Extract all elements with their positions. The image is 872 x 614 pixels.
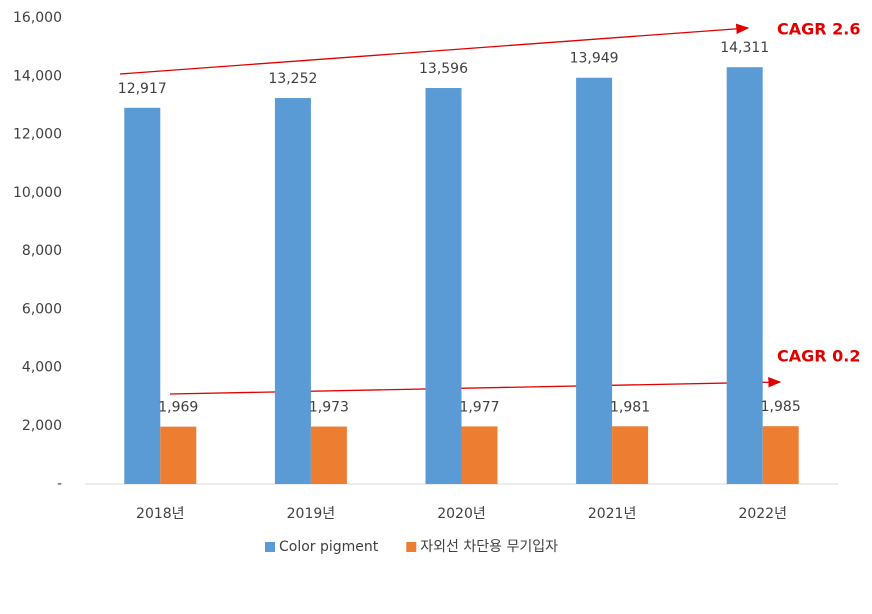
- bar: [425, 88, 462, 484]
- legend-label: 자외선 차단용 무기입자: [420, 539, 558, 555]
- bar: [274, 98, 311, 485]
- x-tick-label: 2019년: [287, 506, 336, 522]
- y-tick-label: 12,000: [13, 127, 62, 143]
- trend-arrow: [119, 23, 750, 75]
- data-label: 1,973: [309, 400, 349, 416]
- legend-swatch: [265, 542, 275, 552]
- data-label: 12,917: [118, 81, 167, 97]
- annotation: CAGR 0.2: [777, 347, 861, 366]
- x-tick-label: 2021년: [588, 506, 637, 522]
- data-label: 1,985: [761, 399, 801, 415]
- data-label: 13,596: [419, 61, 468, 77]
- x-tick-label: 2020년: [437, 506, 486, 522]
- data-label: 1,977: [459, 399, 499, 415]
- annotation: CAGR 2.6: [777, 20, 861, 39]
- trend-arrow: [169, 377, 782, 395]
- data-label: 1,981: [610, 399, 650, 415]
- y-tick-label: 10,000: [13, 185, 62, 201]
- data-label: 13,252: [268, 71, 317, 87]
- y-tick-label: 16,000: [13, 10, 62, 26]
- bar: [762, 426, 799, 484]
- y-tick-label: 8,000: [22, 243, 62, 259]
- y-tick-label: 6,000: [22, 301, 62, 317]
- bar: [310, 426, 347, 484]
- bar: [576, 77, 613, 484]
- bar: [726, 67, 763, 484]
- y-tick-label: 14,000: [13, 68, 62, 84]
- x-tick-label: 2018년: [136, 506, 185, 522]
- bar: [124, 107, 161, 485]
- y-tick-label: 4,000: [22, 360, 62, 376]
- bar: [461, 426, 498, 484]
- y-tick-label: 2,000: [22, 418, 62, 434]
- data-label: 1,969: [158, 400, 198, 416]
- x-tick-label: 2022년: [738, 506, 787, 522]
- y-tick-label: -: [57, 476, 62, 492]
- data-label: 13,949: [570, 51, 619, 67]
- data-label: 14,311: [720, 40, 769, 56]
- legend-swatch: [406, 542, 417, 552]
- bar: [160, 426, 197, 484]
- bar: [612, 426, 649, 484]
- legend-label: Color pigment: [279, 539, 379, 555]
